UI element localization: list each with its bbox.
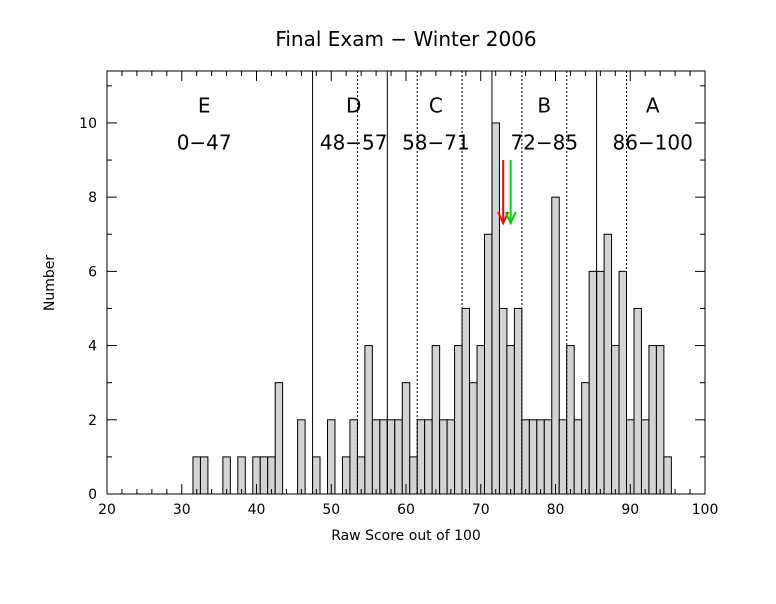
histogram-bar [401, 382, 411, 495]
histogram-bar [371, 419, 381, 495]
y-axis-label: Number [42, 255, 58, 311]
histogram-bar [192, 456, 201, 495]
x-tick-label: 40 [248, 502, 266, 518]
histogram-bar [603, 233, 613, 495]
x-tick-label: 50 [322, 502, 340, 518]
histogram-bar [626, 419, 635, 495]
histogram-bar [573, 419, 583, 495]
histogram-bar [349, 419, 358, 495]
histogram-bar [297, 419, 306, 495]
score-arrows [497, 160, 517, 226]
x-tick-label: 100 [692, 502, 719, 518]
grade-letter: A [646, 93, 660, 117]
histogram-bar [521, 419, 530, 495]
chart-title: Final Exam − Winter 2006 [275, 27, 536, 51]
histogram-bar [596, 270, 605, 495]
grade-letter: E [198, 93, 211, 117]
y-tick-label: 6 [88, 264, 97, 280]
grade-letter: D [346, 93, 361, 117]
histogram-bar [394, 419, 403, 495]
histogram-bar [611, 345, 620, 495]
histogram-bar [491, 122, 500, 495]
grade-range: 72−85 [510, 131, 578, 155]
histogram-bar [416, 419, 426, 495]
grade-range: 86−100 [612, 131, 692, 155]
histogram-bar [446, 419, 456, 495]
histogram-bar [536, 419, 545, 495]
histogram-bar [581, 382, 590, 495]
y-tick-label: 0 [88, 487, 97, 503]
histogram-bar [267, 456, 276, 495]
x-tick-label: 60 [397, 502, 415, 518]
grade-range: 48−57 [320, 131, 388, 155]
y-tick-label: 2 [88, 413, 97, 429]
x-tick-label: 70 [472, 502, 490, 518]
histogram-bar [648, 345, 657, 495]
histogram-bar [483, 233, 493, 495]
histogram-bars [192, 122, 672, 495]
histogram-bar [439, 419, 448, 495]
histogram-bar [469, 382, 478, 495]
histogram-bar [633, 307, 642, 495]
x-tick-label: 20 [98, 502, 116, 518]
histogram-bar [274, 382, 284, 495]
histogram-bar [409, 456, 418, 495]
histogram-bar [379, 419, 388, 495]
y-tick-label: 8 [88, 190, 97, 206]
histogram-bar [312, 456, 321, 495]
grade-boundary-lines [312, 71, 628, 494]
x-tick-label: 90 [621, 502, 639, 518]
histogram-bar [386, 419, 396, 495]
histogram-bar [663, 456, 672, 495]
grade-range: 58−71 [402, 131, 470, 155]
histogram-bar [513, 307, 523, 495]
histogram-bar [558, 419, 568, 495]
histogram-bar [498, 307, 508, 495]
grade-letter: B [537, 93, 551, 117]
chart-axes: 20 30 40 50 60 70 80 90 100 0 2 4 6 8 10 [79, 70, 719, 518]
grade-range: 0−47 [177, 131, 232, 155]
histogram-bar [528, 419, 538, 495]
histogram-bar [199, 456, 209, 495]
histogram-bar [566, 345, 575, 495]
histogram-bar [506, 345, 515, 495]
histogram-bar [588, 270, 598, 495]
grade-letter: C [429, 93, 443, 117]
histogram-bar [618, 270, 628, 495]
histogram-bar [424, 419, 433, 495]
histogram-bar [327, 419, 336, 495]
histogram-bar [431, 345, 441, 495]
histogram-bar [543, 419, 553, 495]
x-tick-label: 30 [173, 502, 191, 518]
histogram-bar [356, 456, 366, 495]
histogram-bar [551, 196, 560, 495]
histogram-bar [655, 345, 665, 495]
histogram-bar [454, 345, 463, 495]
y-tick-label: 4 [88, 339, 97, 355]
histogram-bar [237, 456, 246, 495]
x-tick-label: 80 [547, 502, 565, 518]
histogram-bar [640, 419, 650, 495]
histogram-bar [259, 456, 269, 495]
x-axis-label: Raw Score out of 100 [331, 528, 481, 544]
histogram-bar [461, 307, 471, 495]
histogram-bar [222, 456, 231, 495]
histogram-bar [476, 345, 485, 495]
green-arrow-head [504, 211, 517, 226]
green-arrow [504, 160, 517, 226]
y-tick-label: 10 [79, 116, 97, 132]
histogram-bar [364, 345, 373, 495]
grade-labels: E 0−47 D 48−57 C 58−71 B 72−85 A 86−100 [177, 93, 693, 154]
histogram-bar [341, 456, 351, 495]
